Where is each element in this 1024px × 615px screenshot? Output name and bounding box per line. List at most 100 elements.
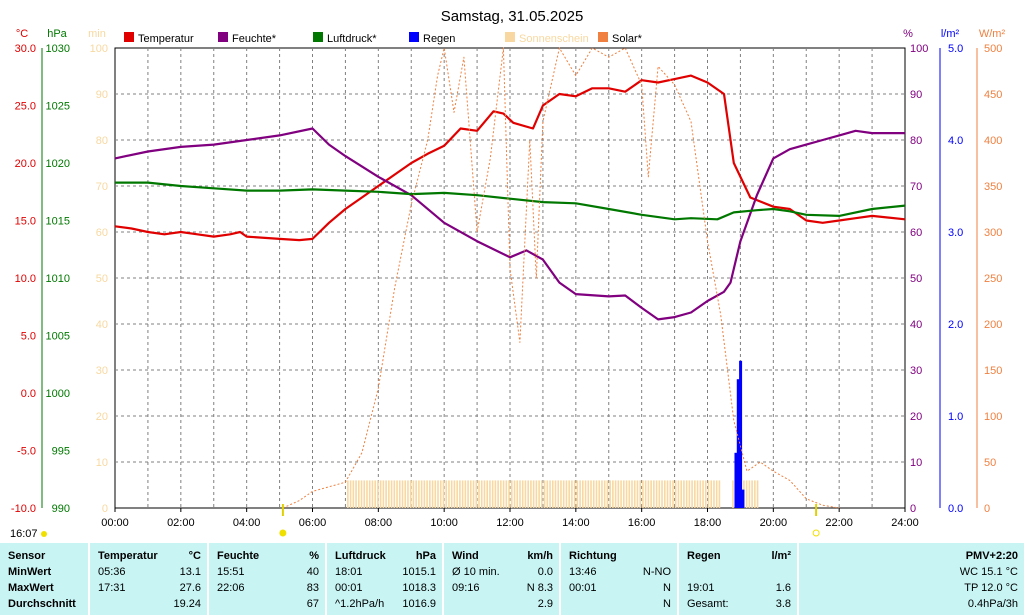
sunshine-bar [713,480,715,508]
sunshine-bar [472,480,475,508]
sunshine-bar [396,480,398,508]
legend-label: Solar* [612,33,643,45]
sunshine-bar [431,480,434,508]
sunshine-bar [478,480,480,508]
sunshine-bar [633,480,636,508]
stats-value: N [663,598,671,610]
legend-label: Luftdruck* [327,33,377,45]
left-axis-tick: 60 [96,227,108,239]
sunshine-bar [409,480,412,508]
sunshine-bar [379,480,382,508]
sunshine-bar [521,480,524,508]
sunshine-bar [404,480,407,508]
stats-column: Richtung 13:46 N-NO 00:01 N N [559,543,677,615]
sunshine-bar [426,480,428,508]
sunshine-bar [491,480,494,508]
sunshine-bar [732,480,734,508]
stats-value: N-NO [642,566,671,578]
series-feuchte [114,127,905,321]
left-axis-tick: 70 [96,181,108,193]
left-axis-unit: min [88,28,106,40]
stats-value: 17:31 [98,582,126,594]
sunshine-bar [407,480,409,508]
left-axis-tick: 1005 [46,331,70,343]
sunshine-bar [658,480,661,508]
sunshine-bar [688,480,691,508]
stats-value: N [663,582,671,594]
current-time: 16:07 [10,528,38,540]
sunshine-bar [450,480,453,508]
rain-bars [734,360,745,508]
sunshine-bar [508,480,510,508]
sunshine-bar [663,480,666,508]
stats-value: 05:36 [98,566,126,578]
sunshine-bar [557,480,560,508]
legend-swatch [218,32,228,42]
x-axis-tick: 14:00 [562,517,590,529]
sunshine-bar [715,480,718,508]
left-axis-unit: °C [16,28,28,40]
sunshine-bar [644,480,647,508]
series-temperatur [114,74,906,242]
sunshine-bar [751,480,753,508]
chart-axes: °C 30.0 25.0 20.0 15.0 10.0 5.0 0.0 -5.0 -10.0 hPa… [10,28,1005,540]
sunshine-bar [494,480,497,508]
x-axis-tick: 24:00 [891,517,919,529]
rain-bar [739,360,743,508]
sunshine-bar [543,480,546,508]
stats-value: TP 12.0 °C [964,582,1018,594]
stats-header: Luftdruck [335,550,386,562]
legend-swatch [409,32,419,42]
left-axis-tick: 20.0 [15,158,36,170]
right-axis-tick: 150 [984,365,1002,377]
sunshine-bar [497,480,499,508]
x-axis-tick: 04:00 [233,517,261,529]
current-time-dot [41,531,47,537]
sunshine-bar [513,480,516,508]
sunshine-bar [437,480,439,508]
sunshine-bar [480,480,483,508]
sunshine-bar [606,480,609,508]
x-axis-tick: 06:00 [299,517,327,529]
stats-column: Sensor MinWert MaxWert Durchschnitt [0,543,88,615]
sunshine-bar [442,480,445,508]
stats-column: Temperatur °C 05:36 13.1 17:31 27.6 19.24 [88,543,207,615]
stats-column: Wind km/h Ø 10 min. 0.0 09:16 N 8.3 2.9 [442,543,559,615]
sunshine-bar [377,480,379,508]
left-axis-tick: -10.0 [11,503,36,515]
sunshine-bar [617,480,620,508]
stats-value: 67 [306,598,319,610]
sunshine-bar [568,480,570,508]
sunshine-bar [500,480,502,508]
sunshine-bar [650,480,652,508]
sunshine-bar [464,480,467,508]
sunshine-bar [551,480,554,508]
sunshine-bar [748,480,751,508]
stats-value: ^1.2hPa/h [335,598,385,610]
right-axis-tick: 5.0 [948,43,963,55]
sunshine-bar [549,480,551,508]
right-axis-unit: % [903,28,913,40]
sunshine-bar [571,480,573,508]
stats-header: Feuchte [217,550,260,562]
stats-header: Sensor [8,550,46,562]
chart-title: Samstag, 31.05.2025 [441,8,584,25]
sunshine-bar [672,480,674,508]
stats-value: Ø 10 min. [452,566,500,578]
sunshine-bar [347,480,349,508]
right-axis-tick: 40 [910,319,922,331]
stats-header: Temperatur [98,550,158,562]
right-axis-unit: W/m² [979,28,1006,40]
stats-column: Regen l/m² 19:01 1.6 Gesamt: 3.8 [677,543,797,615]
sunshine-bar [505,480,508,508]
right-axis-tick: 80 [910,135,922,147]
legend-swatch [313,32,323,42]
left-axis-tick: 30 [96,365,108,377]
left-axis-tick: 10.0 [15,273,36,285]
stats-header: °C [188,550,201,562]
right-axis-tick: 20 [910,411,922,423]
right-axis-tick: 2.0 [948,319,963,331]
right-axis-tick: 0 [910,503,916,515]
sunshine-bar [620,480,622,508]
left-axis-tick: 90 [96,89,108,101]
